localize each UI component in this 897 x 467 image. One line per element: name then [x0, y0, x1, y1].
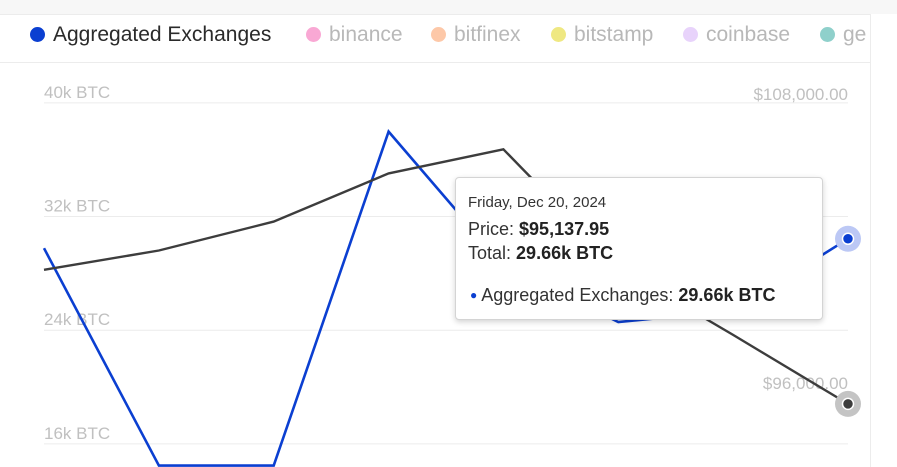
chart-legend: Aggregated Exchanges binance bitfinex bi… — [0, 14, 870, 63]
legend-item-ge[interactable]: ge — [820, 23, 866, 47]
legend-dot-icon — [431, 27, 446, 42]
legend-dot-icon — [551, 27, 566, 42]
tooltip-price-label: Price: — [468, 219, 515, 239]
legend-item-coinbase[interactable]: coinbase — [683, 23, 790, 47]
legend-item-binance[interactable]: binance — [306, 23, 403, 47]
chart-hover-markers — [835, 225, 861, 417]
tooltip-price-row: Price: $95,137.95 — [468, 217, 810, 241]
left-axis-tick-label: 16k BTC — [44, 424, 110, 443]
legend-label: coinbase — [706, 23, 791, 46]
tooltip-total-label: Total: — [468, 243, 512, 263]
left-axis-ticks: 40k BTC 32k BTC 24k BTC 16k BTC — [44, 83, 110, 443]
legend-label: Aggregated Exchanges — [53, 23, 272, 46]
hover-marker-point — [841, 232, 855, 246]
left-axis-tick-label: 24k BTC — [44, 310, 110, 329]
legend-label: bitfinex — [454, 23, 521, 46]
series-line-price — [43, 147, 849, 405]
legend-dot-icon — [820, 27, 835, 42]
right-axis-tick-label: $108,000.00 — [753, 85, 848, 104]
tooltip-series-row: ● Aggregated Exchanges: 29.66k BTC — [470, 285, 775, 306]
tooltip-series-label: Aggregated Exchanges: — [481, 285, 674, 305]
legend-scroll-edge — [870, 14, 897, 467]
legend-item-bitfinex[interactable]: bitfinex — [431, 23, 521, 47]
top-band — [0, 0, 897, 15]
legend-item-aggregated-exchanges[interactable]: Aggregated Exchanges — [30, 23, 271, 47]
legend-label: bitstamp — [574, 23, 654, 46]
tooltip-total-value: 29.66k BTC — [516, 243, 614, 263]
tooltip-total-row: Total: 29.66k BTC — [468, 241, 810, 265]
hover-marker-point — [841, 397, 855, 411]
chart-tooltip: Friday, Dec 20, 2024 Price: $95,137.95 T… — [455, 177, 823, 320]
right-axis-ticks: $108,000.00 $96,000.00 — [753, 85, 848, 393]
tooltip-series-value: 29.66k BTC — [678, 285, 776, 305]
legend-label: binance — [329, 23, 403, 46]
legend-item-bitstamp[interactable]: bitstamp — [551, 23, 653, 47]
legend-label: ge — [843, 23, 867, 46]
legend-dot-icon — [306, 27, 321, 42]
right-axis-tick-label: $96,000.00 — [763, 374, 848, 393]
left-axis-tick-label: 40k BTC — [44, 83, 110, 102]
legend-dot-icon — [30, 27, 45, 42]
tooltip-price-value: $95,137.95 — [519, 219, 610, 239]
series-bullet-icon: ● — [470, 288, 478, 302]
left-axis-tick-label: 32k BTC — [44, 197, 110, 216]
tooltip-date: Friday, Dec 20, 2024 — [468, 194, 607, 211]
legend-dot-icon — [683, 27, 698, 42]
